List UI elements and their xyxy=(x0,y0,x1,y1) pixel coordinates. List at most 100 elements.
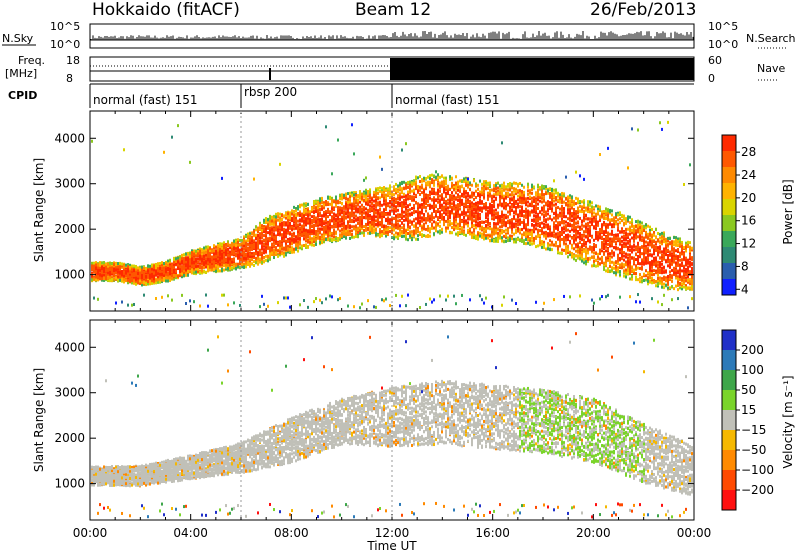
data-cell xyxy=(209,246,211,250)
data-cell xyxy=(185,259,187,263)
data-cell xyxy=(351,204,353,208)
data-cell xyxy=(295,215,297,219)
data-cell xyxy=(369,220,371,224)
data-cell xyxy=(141,276,143,280)
data-cell xyxy=(421,207,423,211)
data-cell xyxy=(321,233,323,237)
data-cell xyxy=(393,227,395,231)
data-cell xyxy=(411,189,413,193)
data-cell xyxy=(343,226,345,230)
data-cell xyxy=(375,192,377,196)
data-cell xyxy=(143,270,145,274)
data-cell xyxy=(241,244,243,248)
data-cell xyxy=(99,268,101,272)
data-cell xyxy=(349,191,351,195)
data-cell xyxy=(247,251,249,255)
data-cell xyxy=(159,275,161,279)
data-cell xyxy=(301,247,303,251)
data-cell xyxy=(199,256,201,260)
data-cell xyxy=(157,269,159,273)
data-cell xyxy=(427,225,429,229)
data-cell xyxy=(125,274,127,278)
data-cell xyxy=(201,253,203,257)
data-cell xyxy=(271,237,273,241)
data-cell xyxy=(155,281,157,285)
data-cell xyxy=(263,234,265,238)
data-cell xyxy=(357,207,359,211)
data-cell xyxy=(189,255,191,259)
data-cell xyxy=(263,251,265,255)
data-cell xyxy=(247,257,249,261)
data-cell xyxy=(407,228,409,232)
data-cell xyxy=(409,208,411,212)
data-cell xyxy=(351,229,353,233)
data-cell xyxy=(317,236,319,240)
data-cell xyxy=(155,263,157,267)
data-cell xyxy=(367,231,369,235)
data-cell xyxy=(329,294,331,298)
data-cell xyxy=(175,260,177,264)
data-cell xyxy=(213,258,215,262)
data-cell xyxy=(299,240,301,244)
data-cell xyxy=(343,235,345,239)
data-cell xyxy=(355,201,357,205)
data-cell xyxy=(293,218,295,222)
data-cell xyxy=(405,185,407,189)
data-cell xyxy=(339,233,341,237)
data-cell xyxy=(373,221,375,225)
data-cell xyxy=(293,216,295,220)
data-cell xyxy=(431,226,433,230)
data-cell xyxy=(429,182,431,186)
data-cell xyxy=(233,251,235,255)
data-cell xyxy=(337,224,339,228)
data-cell xyxy=(119,274,121,278)
data-cell xyxy=(397,236,399,240)
data-cell xyxy=(255,250,257,254)
data-cell xyxy=(135,277,137,281)
data-cell xyxy=(203,261,205,265)
data-cell xyxy=(303,202,305,206)
data-cell xyxy=(371,196,373,200)
data-cell xyxy=(153,279,155,283)
data-cell xyxy=(133,302,135,306)
data-cell xyxy=(307,235,309,239)
data-cell xyxy=(269,226,271,230)
data-cell xyxy=(379,196,381,200)
data-cell xyxy=(399,196,401,200)
data-cell xyxy=(203,270,205,274)
data-cell xyxy=(233,243,235,247)
data-cell xyxy=(199,249,201,253)
data-cell xyxy=(261,260,263,264)
data-cell xyxy=(403,227,405,231)
data-cell xyxy=(353,191,355,195)
data-cell xyxy=(317,205,319,209)
data-cell xyxy=(365,198,367,202)
data-cell xyxy=(421,198,423,202)
data-cell xyxy=(141,268,143,272)
data-cell xyxy=(295,218,297,222)
data-cell xyxy=(235,249,237,253)
data-cell xyxy=(405,183,407,187)
data-cell xyxy=(257,230,259,234)
data-cell xyxy=(405,218,407,222)
freq-tick-top: 18 xyxy=(66,54,80,67)
data-cell xyxy=(409,219,411,223)
data-cell xyxy=(389,191,391,195)
data-cell xyxy=(275,221,277,225)
data-cell xyxy=(357,221,359,225)
data-cell xyxy=(259,234,261,238)
data-cell xyxy=(199,264,201,268)
data-cell xyxy=(107,264,109,268)
data-cell xyxy=(235,246,237,250)
data-cell xyxy=(311,218,313,222)
data-cell xyxy=(333,200,335,204)
data-cell xyxy=(269,231,271,235)
data-cell xyxy=(305,222,307,226)
data-cell xyxy=(303,224,305,228)
data-cell xyxy=(353,219,355,223)
data-cell xyxy=(343,213,345,217)
data-cell xyxy=(381,233,383,237)
data-cell xyxy=(387,187,389,191)
data-cell xyxy=(167,276,169,280)
data-cell xyxy=(383,190,385,194)
